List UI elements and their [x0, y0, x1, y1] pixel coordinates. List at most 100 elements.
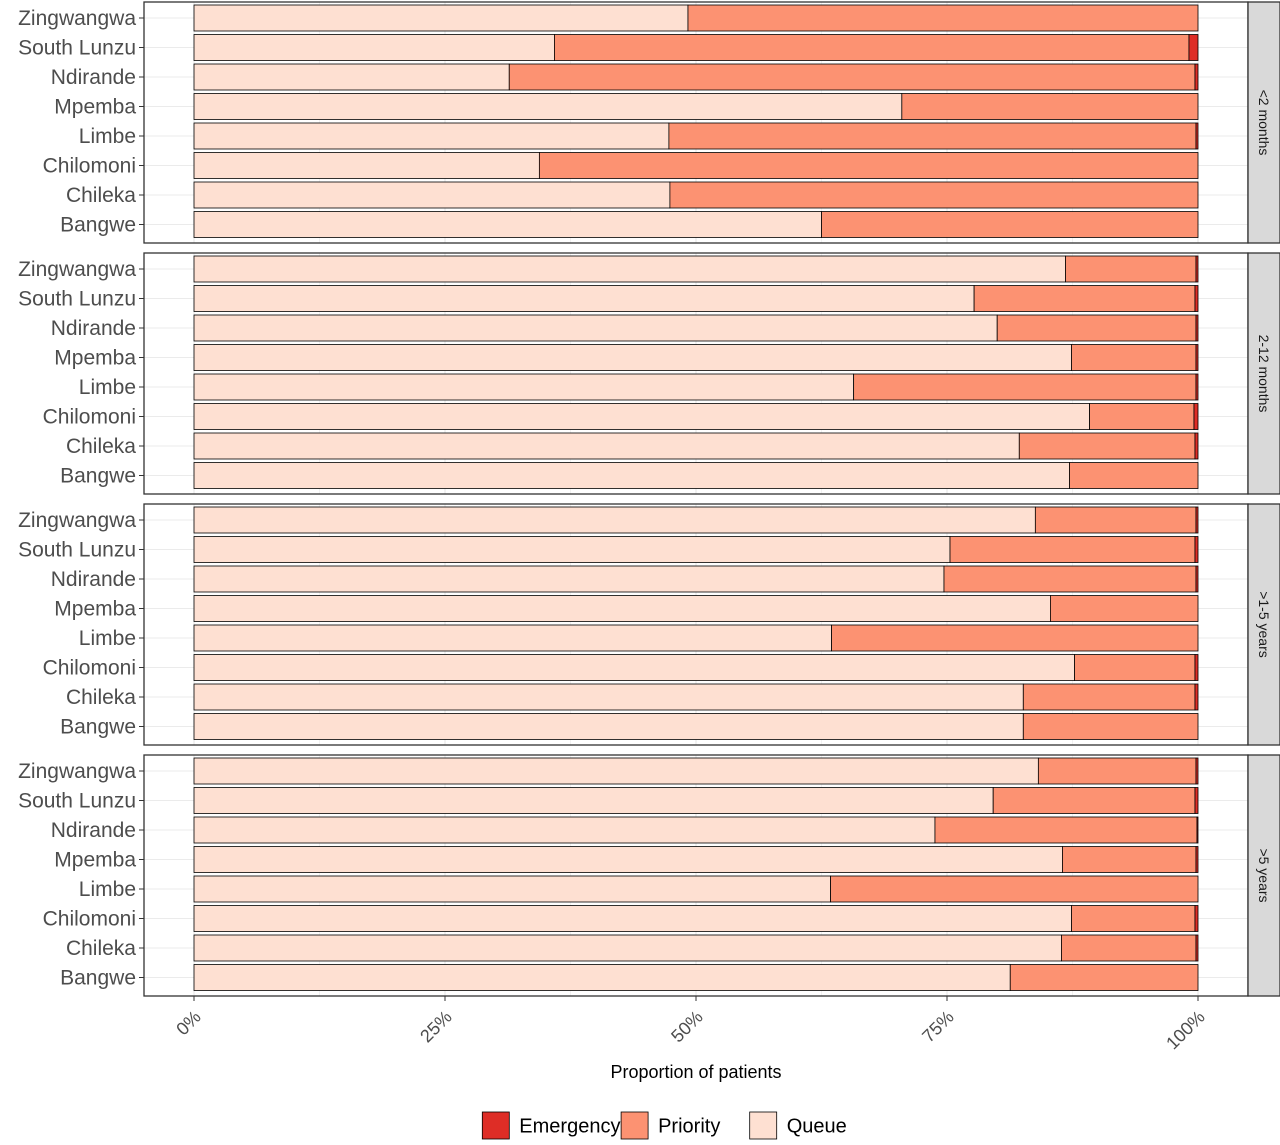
bar-priority	[934, 816, 1198, 844]
bar-queue	[193, 506, 1036, 534]
bar-queue	[193, 314, 998, 342]
bar-emergency	[1194, 63, 1199, 91]
y-tick-label: Limbe	[79, 125, 136, 148]
bar-emergency	[1193, 403, 1199, 430]
y-tick-label: Mpemba	[54, 96, 136, 119]
x-axis-title: Proportion of patients	[610, 1062, 781, 1082]
bar-emergency	[1188, 34, 1199, 61]
x-tick-label: 25%	[416, 1007, 456, 1047]
bar-priority	[669, 181, 1199, 209]
y-tick-label: Bangwe	[60, 465, 136, 488]
bar-queue	[193, 4, 689, 32]
bar-queue	[193, 373, 855, 401]
bar-priority	[668, 122, 1197, 150]
bar-priority	[1062, 846, 1197, 873]
bar-queue	[193, 285, 975, 312]
bar-priority	[554, 34, 1190, 61]
bar-priority	[1050, 595, 1199, 622]
bar-queue	[193, 816, 936, 844]
bar-queue	[193, 934, 1062, 962]
bar-queue	[193, 34, 555, 61]
bar-emergency	[1195, 373, 1199, 401]
legend-label: Priority	[658, 1116, 720, 1138]
y-tick-label: Ndirande	[51, 568, 136, 591]
y-tick-label: Zingwangwa	[18, 7, 136, 30]
bar-priority	[949, 536, 1196, 563]
panel-3: Zingwangwa South Lunzu Ndirande Mpemba Limbe…	[18, 503, 1280, 746]
y-tick-label: Zingwangwa	[18, 760, 136, 783]
bar-queue	[193, 432, 1020, 460]
bar-queue	[193, 654, 1075, 681]
facet-strip	[1247, 754, 1280, 997]
bar-queue	[193, 536, 951, 563]
bar-queue	[193, 93, 903, 120]
y-tick-label: Chilomoni	[43, 406, 136, 429]
facet-strip	[1247, 503, 1280, 746]
bar-priority	[1061, 934, 1197, 962]
bar-priority	[1037, 757, 1197, 785]
y-tick-label: Bangwe	[60, 214, 136, 237]
bar-priority	[1034, 506, 1197, 534]
bar-emergency	[1194, 536, 1199, 563]
y-tick-label: Mpemba	[54, 598, 136, 621]
bar-priority	[996, 314, 1197, 342]
bar-priority	[992, 787, 1196, 814]
legend: Emergency Priority Queue	[481, 1111, 847, 1140]
bar-priority	[1018, 432, 1196, 460]
panel-2: Zingwangwa South Lunzu Ndirande Mpemba Limbe…	[18, 252, 1280, 495]
bar-priority	[901, 93, 1199, 120]
y-tick-label: Chilomoni	[43, 657, 136, 680]
y-tick-label: Limbe	[79, 376, 136, 399]
facet-strip-label: >5 years	[1256, 848, 1272, 902]
y-tick-label: South Lunzu	[18, 288, 136, 311]
y-tick-label: Chilomoni	[43, 908, 136, 931]
y-tick-label: Zingwangwa	[18, 258, 136, 281]
bar-priority	[830, 875, 1199, 903]
legend-label: Queue	[787, 1116, 847, 1138]
bar-emergency	[1195, 344, 1199, 371]
bar-priority	[1071, 905, 1196, 932]
bar-priority	[821, 211, 1199, 238]
y-tick-label: South Lunzu	[18, 37, 136, 60]
legend-swatch	[481, 1111, 510, 1140]
bar-emergency	[1194, 787, 1199, 814]
y-tick-label: South Lunzu	[18, 790, 136, 813]
bar-emergency	[1194, 285, 1199, 312]
bar-queue	[193, 787, 994, 814]
bar-priority	[1069, 462, 1199, 489]
facet-strip-label: 2-12 months	[1256, 335, 1272, 413]
bar-queue	[193, 565, 945, 593]
bar-emergency	[1195, 846, 1199, 873]
bar-queue	[193, 713, 1024, 740]
y-tick-label: Limbe	[79, 627, 136, 650]
bar-queue	[193, 462, 1070, 489]
bar-emergency	[1195, 255, 1199, 283]
y-tick-label: Ndirande	[51, 66, 136, 89]
facet-strip	[1247, 252, 1280, 495]
bar-priority	[1065, 255, 1197, 283]
bar-priority	[1074, 654, 1196, 681]
bar-queue	[193, 964, 1011, 991]
bar-queue	[193, 595, 1051, 622]
bar-priority	[853, 373, 1197, 401]
bar-emergency	[1194, 905, 1199, 932]
bar-priority	[1022, 683, 1196, 711]
bar-queue	[193, 344, 1072, 371]
y-tick-label: Limbe	[79, 878, 136, 901]
bar-queue	[193, 63, 510, 91]
x-tick-label: 50%	[667, 1007, 707, 1047]
bar-priority	[831, 624, 1199, 652]
bar-priority	[1089, 403, 1195, 430]
bar-queue	[193, 211, 822, 238]
bar-queue	[193, 255, 1066, 283]
y-tick-label: Ndirande	[51, 819, 136, 842]
y-tick-label: Chileka	[66, 184, 136, 207]
y-tick-label: Zingwangwa	[18, 509, 136, 532]
facet-strip	[1247, 1, 1280, 244]
bar-queue	[193, 683, 1024, 711]
bar-emergency	[1195, 757, 1199, 785]
legend-swatch	[620, 1111, 649, 1140]
bar-emergency	[1194, 683, 1199, 711]
